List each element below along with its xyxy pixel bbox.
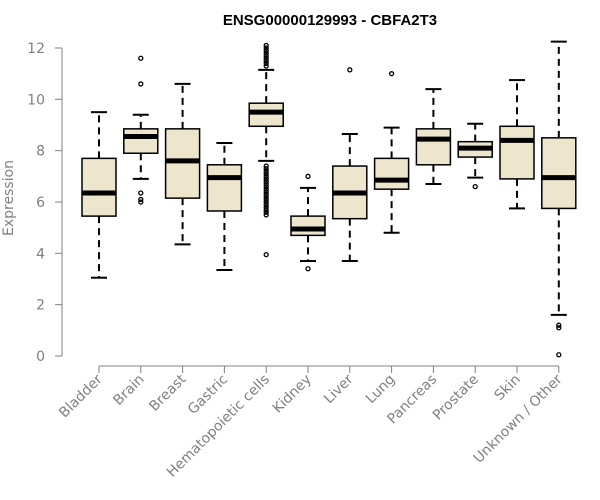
box-iqr xyxy=(164,128,201,199)
plot-area xyxy=(81,40,577,358)
chart-title: ENSG00000129993 - CBFA2T3 xyxy=(223,12,437,29)
outlier-point xyxy=(556,322,562,328)
outlier-point xyxy=(263,45,269,51)
outlier-point xyxy=(556,325,562,331)
x-tick-label: Prostate xyxy=(430,372,482,424)
outlier-point xyxy=(263,165,269,172)
x-tick-label: Bladder xyxy=(56,371,106,421)
box-group xyxy=(164,82,201,246)
box-group xyxy=(499,79,535,210)
outlier-point xyxy=(263,183,269,190)
y-tick-label: 10 xyxy=(27,92,45,108)
x-tick-label: Breast xyxy=(146,371,190,415)
y-tick-label: 6 xyxy=(36,195,45,211)
outlier-point xyxy=(263,196,269,203)
outlier-point xyxy=(138,196,144,203)
x-tick-label: Liver xyxy=(321,371,357,407)
outlier-point xyxy=(347,67,353,73)
y-axis: 0 2 4 6 8 10 12 xyxy=(27,41,63,365)
y-tick-label: 8 xyxy=(36,144,45,160)
box-iqr xyxy=(415,128,452,166)
outlier-point xyxy=(263,201,269,208)
outlier-point xyxy=(556,352,562,358)
outlier-point xyxy=(263,63,269,69)
y-axis-title: Expression xyxy=(1,160,17,236)
outlier-point xyxy=(263,173,269,179)
box-group xyxy=(457,122,493,190)
outlier-point xyxy=(263,58,269,64)
outlier-point xyxy=(263,50,269,56)
outlier-point xyxy=(472,183,478,190)
box-group xyxy=(81,111,117,279)
box-iqr xyxy=(290,215,326,237)
outlier-point xyxy=(263,47,269,54)
box-group xyxy=(123,55,159,205)
y-tick-label: 0 xyxy=(36,349,45,365)
outlier-point xyxy=(138,190,144,196)
outlier-point xyxy=(263,176,269,182)
y-tick-label: 4 xyxy=(36,246,45,262)
outlier-point xyxy=(305,266,311,272)
outlier-point xyxy=(263,168,269,174)
outlier-point xyxy=(263,181,269,187)
outlier-point xyxy=(263,42,269,49)
outlier-point xyxy=(263,194,269,200)
outlier-point xyxy=(263,212,269,218)
box-group xyxy=(373,71,410,234)
box-iqr xyxy=(81,157,117,217)
box-group xyxy=(290,173,326,272)
outlier-point xyxy=(263,199,269,205)
outlier-point xyxy=(263,60,269,67)
outlier-point xyxy=(263,204,269,210)
box-iqr xyxy=(541,137,577,210)
outlier-point xyxy=(138,55,144,61)
x-tick-label: Skin xyxy=(491,372,523,404)
outlier-point xyxy=(263,207,269,213)
x-tick-label: Brain xyxy=(110,372,147,409)
box-group xyxy=(248,42,284,258)
outlier-point xyxy=(263,189,269,195)
box-iqr xyxy=(123,128,159,154)
outlier-point xyxy=(138,81,144,87)
outlier-point xyxy=(263,178,269,185)
box-group xyxy=(206,141,243,272)
box-group xyxy=(415,88,452,186)
outlier-point xyxy=(263,53,269,59)
y-tick-label: 2 xyxy=(36,298,45,314)
outlier-point xyxy=(263,251,269,258)
box-iqr xyxy=(499,125,535,180)
outlier-point xyxy=(263,163,269,169)
outlier-point xyxy=(388,71,395,77)
x-tick-label: Lung xyxy=(363,372,398,407)
outlier-point xyxy=(263,191,269,197)
outlier-point xyxy=(138,199,144,205)
outlier-point xyxy=(263,171,269,177)
outlier-point xyxy=(305,173,311,179)
box-group xyxy=(541,40,577,358)
box-group xyxy=(332,67,368,263)
outlier-point xyxy=(263,186,269,192)
box-iqr xyxy=(373,157,410,190)
box-iqr xyxy=(248,102,284,128)
y-tick-label: 12 xyxy=(27,41,45,57)
outlier-point xyxy=(263,55,269,61)
outlier-point xyxy=(263,209,269,215)
x-tick-label: Kidney xyxy=(270,372,315,417)
box-iqr xyxy=(206,164,243,212)
